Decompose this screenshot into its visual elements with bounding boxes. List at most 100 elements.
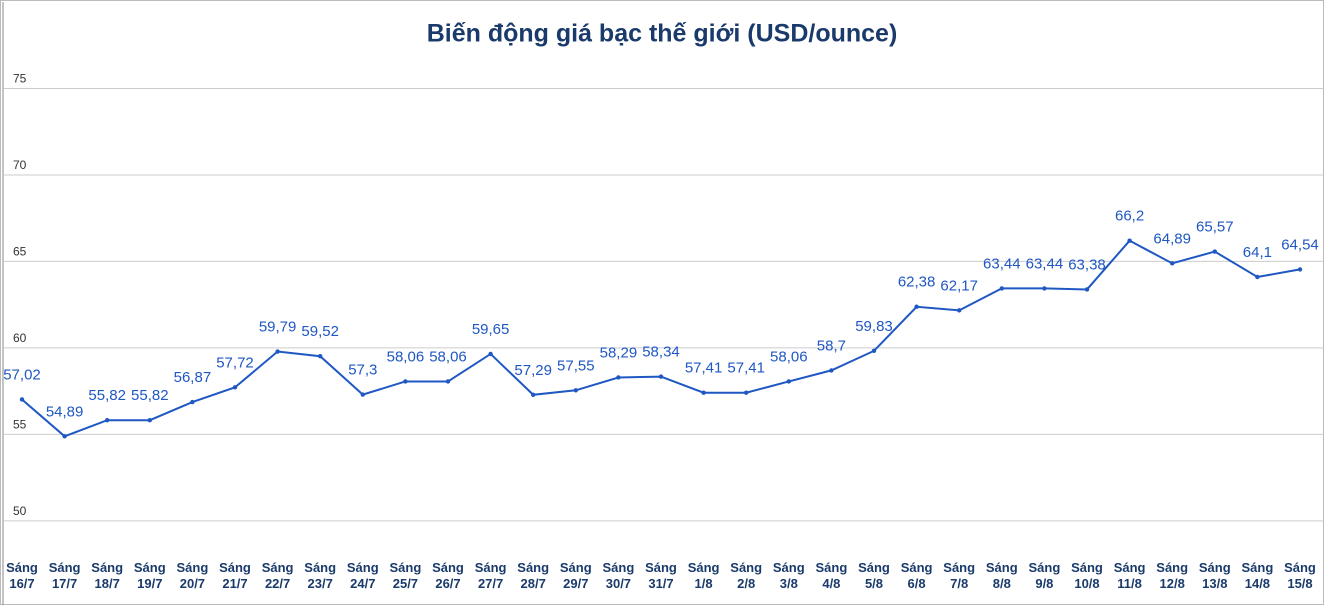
value-label: 59,52 <box>301 323 339 340</box>
point <box>275 349 280 354</box>
y-tick-label: 60 <box>13 331 27 345</box>
point <box>190 399 195 405</box>
x-tick-label: Sáng 6/8 <box>900 560 933 591</box>
point <box>999 286 1004 291</box>
x-tick-label: Sáng 10/8 <box>1071 560 1103 591</box>
x-tick-label: Sáng 14/8 <box>1241 560 1274 591</box>
x-tick-label: Sáng 30/7 <box>602 560 635 591</box>
x-tick-label: Sáng 20/7 <box>176 560 209 591</box>
point <box>957 308 962 313</box>
point <box>616 375 621 380</box>
point <box>744 390 749 395</box>
value-label: 59,79 <box>259 319 297 336</box>
x-tick-label: Sáng 3/8 <box>772 560 805 591</box>
x-tick-label: Sáng 2/8 <box>730 560 763 591</box>
value-label: 63,44 <box>1026 255 1064 272</box>
value-label: 58,34 <box>642 344 680 361</box>
value-label: 57,41 <box>685 360 723 377</box>
point <box>232 385 238 390</box>
point <box>403 379 408 384</box>
x-tick-label: Sáng 24/7 <box>346 560 379 591</box>
x-tick-label: Sáng 5/8 <box>858 560 890 591</box>
x-tick-label: Sáng 19/7 <box>133 560 166 591</box>
x-tick-label: Sáng 29/7 <box>559 560 592 591</box>
x-tick-label: Sáng 8/8 <box>985 560 1018 591</box>
x-tick-label: Sáng 22/7 <box>261 560 294 591</box>
y-tick-label: 70 <box>13 158 27 172</box>
y-tick-label: 55 <box>13 418 27 432</box>
value-label: 58,06 <box>387 348 425 365</box>
value-label: 58,06 <box>429 348 467 365</box>
point <box>829 368 834 373</box>
chart-title: Biến động giá bạc thế giới (USD/ounce) <box>427 20 898 48</box>
x-tick-label: Sáng 13/8 <box>1198 560 1231 591</box>
x-tick-label: Sáng 7/8 <box>943 560 976 591</box>
value-label: 64,89 <box>1153 230 1191 247</box>
point <box>445 379 451 384</box>
x-tick-label: Sáng 31/7 <box>645 560 677 591</box>
value-label: 59,65 <box>472 321 510 338</box>
x-tick-label: Sáng 12/8 <box>1156 560 1189 591</box>
value-label: 59,83 <box>855 318 893 335</box>
value-label: 64,1 <box>1243 244 1272 261</box>
point <box>658 374 664 379</box>
point <box>531 392 536 397</box>
x-tick-label: Sáng 15/8 <box>1284 560 1316 591</box>
point <box>1297 267 1303 272</box>
x-tick-label: Sáng 17/7 <box>48 560 81 591</box>
point <box>573 388 578 393</box>
point <box>488 351 493 357</box>
value-label: 66,2 <box>1115 208 1144 225</box>
value-label: 54,89 <box>46 403 84 420</box>
value-label: 57,3 <box>348 362 377 379</box>
value-label: 58,06 <box>770 348 808 365</box>
y-tick-label: 75 <box>13 72 27 86</box>
x-tick-label: Sáng 26/7 <box>432 560 464 591</box>
value-label: 65,57 <box>1196 219 1234 236</box>
value-label: 62,38 <box>898 274 936 291</box>
point <box>1212 249 1218 254</box>
x-tick-label: Sáng 23/7 <box>304 560 337 591</box>
value-label: 57,29 <box>514 362 552 379</box>
x-tick-label: Sáng 4/8 <box>815 560 848 591</box>
point <box>147 418 152 423</box>
point <box>1042 286 1047 291</box>
x-tick-label: Sáng 28/7 <box>517 560 550 591</box>
point <box>871 348 877 354</box>
point <box>62 434 67 439</box>
value-label: 63,38 <box>1068 256 1106 273</box>
point <box>318 354 323 359</box>
point <box>1084 287 1090 292</box>
value-label: 58,29 <box>600 344 638 361</box>
value-label: 57,72 <box>216 354 254 371</box>
value-label: 58,7 <box>817 337 846 354</box>
point <box>19 397 25 402</box>
x-tick-label: Sáng 11/8 <box>1113 560 1146 591</box>
value-label: 64,54 <box>1281 236 1319 253</box>
point <box>360 392 365 397</box>
value-label: 57,55 <box>557 357 595 374</box>
x-tick-label: Sáng 27/7 <box>474 560 507 591</box>
point <box>1170 261 1175 266</box>
x-tick-label: Sáng 1/8 <box>687 560 720 591</box>
value-label: 55,82 <box>131 387 169 404</box>
point <box>914 304 919 309</box>
point <box>1255 274 1260 280</box>
value-label: 57,41 <box>727 360 765 377</box>
value-label: 62,17 <box>940 277 978 294</box>
point <box>1127 238 1132 243</box>
x-tick-label: Sáng 16/7 <box>6 560 38 591</box>
value-label: 55,82 <box>88 387 126 404</box>
point <box>105 418 110 423</box>
value-label: 63,44 <box>983 255 1021 272</box>
x-tick-label: Sáng 25/7 <box>389 560 422 591</box>
x-tick-label: Sáng 18/7 <box>91 560 124 591</box>
value-label: 57,02 <box>3 366 41 383</box>
point <box>786 379 791 384</box>
point <box>701 390 706 395</box>
value-label: 56,87 <box>174 369 212 386</box>
y-tick-label: 65 <box>13 245 27 259</box>
